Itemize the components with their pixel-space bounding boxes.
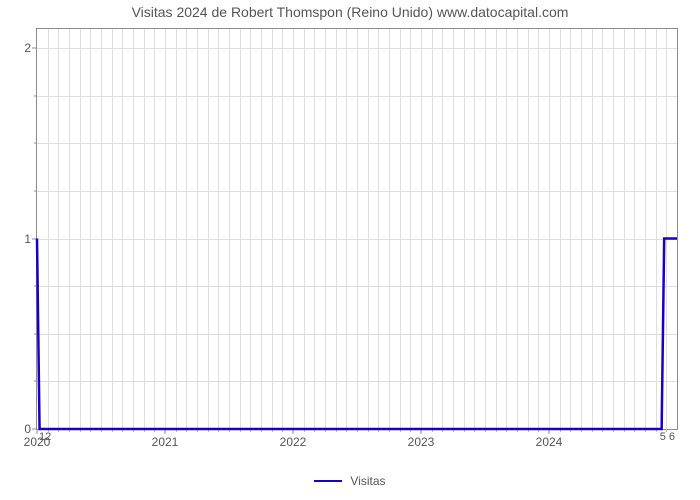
x-tick-label: 2023 [408, 435, 435, 449]
x-tick-label: 2024 [536, 435, 563, 449]
legend-line [314, 480, 342, 482]
series-line [37, 29, 677, 429]
edge-label-right: 5 6 [660, 431, 675, 443]
y-tick-label: 0 [24, 422, 31, 436]
x-tick [37, 429, 38, 434]
chart-title: Visitas 2024 de Robert Thomspon (Reino U… [0, 4, 700, 20]
chart-container: Visitas 2024 de Robert Thomspon (Reino U… [0, 0, 700, 500]
y-tick-label: 1 [24, 232, 31, 246]
y-tick-label: 2 [24, 41, 31, 55]
legend-label: Visitas [350, 474, 385, 488]
x-tick-label: 2021 [152, 435, 179, 449]
x-tick-label: 2022 [280, 435, 307, 449]
plot-area: 20202021202220232024012125 6 [36, 28, 678, 430]
legend: Visitas [0, 474, 700, 488]
edge-label-left: 12 [39, 431, 51, 443]
